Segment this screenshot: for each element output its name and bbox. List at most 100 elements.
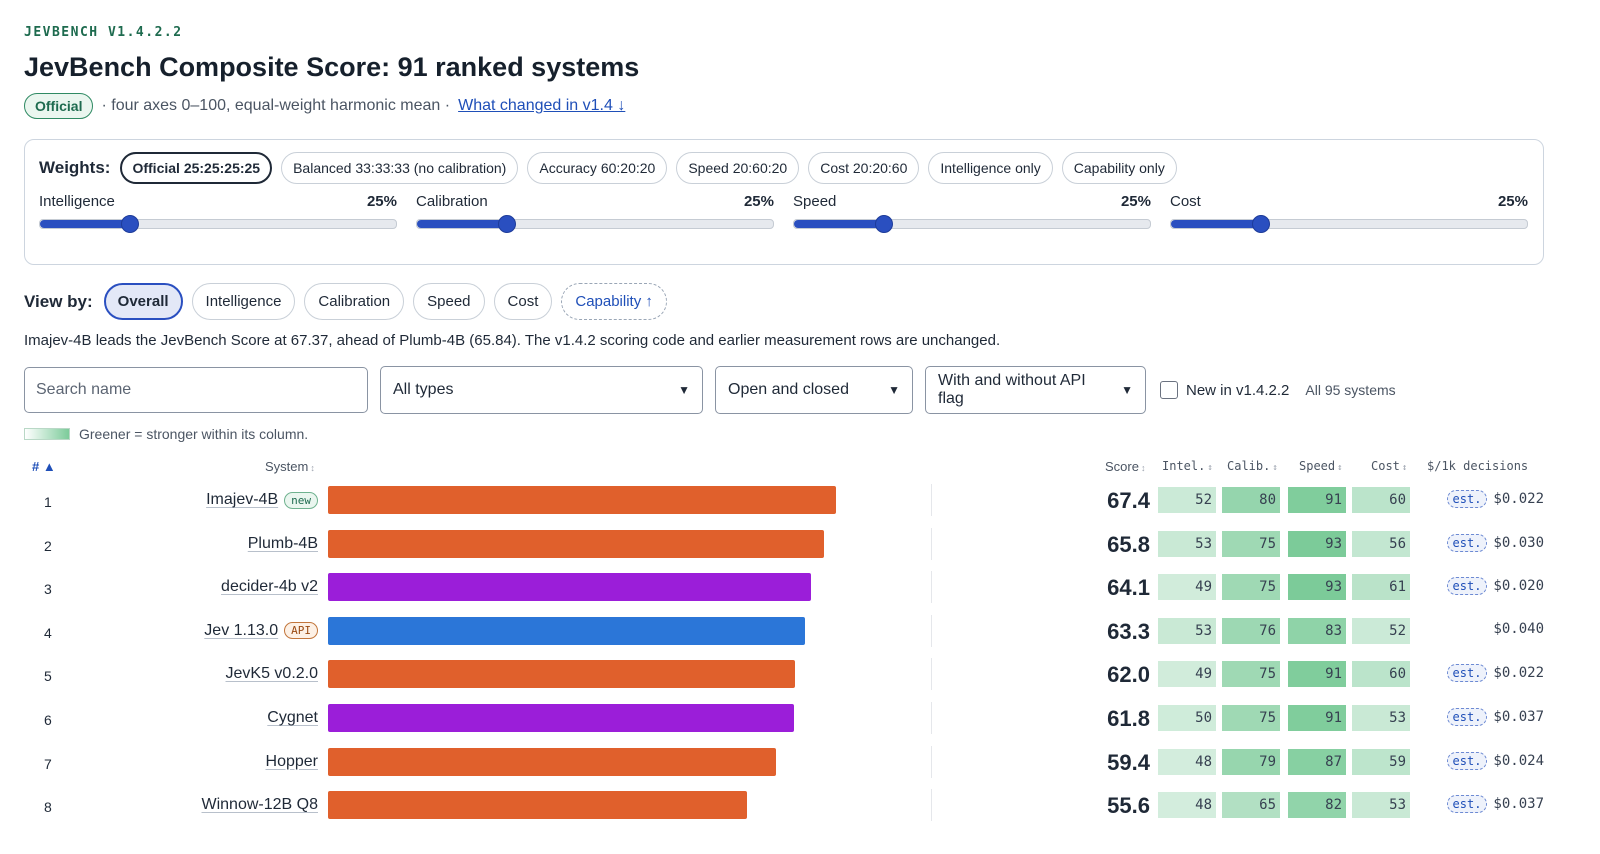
slider-track[interactable] [416,215,774,233]
bar-divider [931,789,932,822]
cost-cell: 53 [1352,792,1410,819]
sort-icon: ↕ [1337,463,1343,473]
score-value: 61.8 [1107,706,1150,731]
weight-preset-button[interactable]: Cost 20:20:60 [808,152,920,184]
slider-header: Speed 25% [793,193,1151,210]
system-name-link[interactable]: Plumb-4B [247,534,318,552]
system-name-cell: JevK5 v0.2.0 [226,665,319,683]
score-column-header[interactable]: Score ↕ [1105,459,1145,474]
view-by-option[interactable]: Cost [493,283,553,320]
price-value: $0.020 [1493,578,1544,595]
score-bar [328,529,825,558]
weight-preset-button[interactable]: Capability only [1061,152,1177,184]
system-name-cell: Plumb-4B [248,535,318,553]
table-row[interactable]: 6 Cygnet 61.8 50 75 91 53 est. $0.037 [0,698,1600,742]
sort-icon: ↕ [1140,463,1146,473]
system-name-link[interactable]: Hopper [265,752,318,770]
intel-cell: 48 [1158,748,1216,775]
score-value: 62.0 [1107,662,1150,688]
slider-track[interactable] [793,215,1151,233]
slider-header: Cost 25% [1170,193,1528,210]
open-closed-select[interactable]: Open and closed ▼ [715,366,913,414]
color-legend: Greener = stronger within its column. [24,426,308,442]
rank-column-header[interactable]: # ▲ [32,459,56,474]
weight-preset-button[interactable]: Balanced 33:33:33 (no calibration) [281,152,519,184]
system-name-link[interactable]: Imajev-4B [206,491,279,508]
view-by-option[interactable]: Speed [413,283,485,320]
cost-cell: 56 [1352,530,1410,557]
table-row[interactable]: 2 Plumb-4B 65.8 53 75 93 56 est. $0.030 [0,524,1600,568]
rank-cell: 5 [44,668,52,685]
slider-percent: 25% [1120,193,1151,210]
score-value: 59.4 [1107,749,1150,775]
slider-thumb[interactable] [498,215,516,233]
system-name-cell: decider-4b v2 [221,578,318,596]
estimate-badge: est. [1446,795,1488,814]
bar-divider [931,571,932,604]
slider-track[interactable] [1170,215,1528,233]
api-flag-select[interactable]: With and without API flag ▼ [925,366,1146,414]
filter-bar: All types ▼ Open and closed ▼ With and wit… [24,366,1396,414]
weight-preset-button[interactable]: Official 25:25:25:25 [120,152,273,184]
weight-preset-button[interactable]: Accuracy 60:20:20 [527,152,668,184]
official-badge: Official [24,93,94,119]
table-row[interactable]: 7 Hopper 59.4 48 79 87 59 est. $0.024 [0,742,1600,786]
score-bar [328,791,748,820]
api-badge: API [284,622,318,640]
slider-track[interactable] [39,215,397,233]
open-closed-value: Open and closed [728,381,849,398]
page-title: JevBench Composite Score: 91 ranked syst… [24,52,640,82]
slider-thumb[interactable] [875,215,893,233]
calib-cell: 80 [1222,487,1280,513]
sort-icon: ↕ [1207,463,1213,473]
table-row[interactable]: 5 JevK5 v0.2.0 62.0 49 75 91 60 est. $0.022 [0,654,1600,698]
table-row[interactable]: 1 Imajev-4B new 67.4 52 80 91 60 est. $0.022 [0,480,1600,524]
bar-divider [931,658,932,691]
table-row[interactable]: 8 Winnow-12B Q8 55.6 48 65 82 53 est. $0.037 [0,785,1600,829]
new-only-toggle[interactable]: New in v1.4.2.2 [1160,381,1289,399]
slider-thumb[interactable] [121,215,139,233]
type-select[interactable]: All types ▼ [380,366,703,414]
search-input[interactable] [24,367,368,413]
weight-preset-button[interactable]: Speed 20:60:20 [676,152,800,184]
system-column-header[interactable]: System ↕ [265,459,315,474]
sort-icon: ↕ [1272,463,1278,473]
version-kicker: JEVBENCH V1.4.2.2 [24,25,183,40]
cost-column-header[interactable]: Cost ↕ [1371,459,1407,473]
cost-cell: 60 [1352,661,1410,688]
price-column-header[interactable]: $/1k decisions [1427,459,1529,473]
system-name-link[interactable]: decider-4b v2 [221,578,318,596]
calib-cell: 75 [1222,705,1280,731]
view-by-option[interactable]: Calibration [304,283,405,320]
calib-column-header[interactable]: Calib. ↕ [1227,459,1278,473]
price-value: $0.030 [1493,534,1544,551]
view-by-option[interactable]: Overall [103,283,183,320]
speed-column-header[interactable]: Speed ↕ [1299,459,1343,473]
system-name-cell: Hopper [266,753,318,771]
price-value: $0.037 [1493,709,1544,725]
intel-cell: 53 [1158,617,1216,644]
intel-column-header[interactable]: Intel. ↕ [1162,459,1213,473]
slider-thumb[interactable] [1252,215,1270,233]
what-changed-link[interactable]: What changed in v1.4 ↓ [458,97,626,114]
price-value: $0.040 [1493,620,1544,637]
new-only-checkbox[interactable] [1160,381,1178,399]
system-name-link[interactable]: JevK5 v0.2.0 [225,665,319,683]
bar-divider [931,527,932,560]
type-select-value: All types [393,381,454,398]
system-name-link[interactable]: Cygnet [267,709,318,726]
table-row[interactable]: 3 decider-4b v2 64.1 49 75 93 61 est. $0.020 [0,567,1600,611]
calib-cell: 75 [1222,661,1280,688]
view-by-option[interactable]: Intelligence [191,283,296,320]
system-name-link[interactable]: Winnow-12B Q8 [201,796,319,814]
table-row[interactable]: 4 Jev 1.13.0 API 63.3 53 76 83 52 $0.040 [0,611,1600,655]
view-by-option[interactable]: Capability ↑ [561,283,667,320]
system-name-link[interactable]: Jev 1.13.0 [204,621,279,639]
chevron-down-icon: ▼ [1121,383,1133,397]
weight-slider-speed: Speed 25% [793,193,1151,233]
estimate-badge: est. [1446,751,1488,770]
system-name-cell: Imajev-4B new [206,491,318,509]
leader-summary: Imajev-4B leads the JevBench Score at 67… [24,332,1001,349]
speed-header-label: Speed [1299,459,1336,473]
weight-preset-button[interactable]: Intelligence only [928,152,1053,184]
